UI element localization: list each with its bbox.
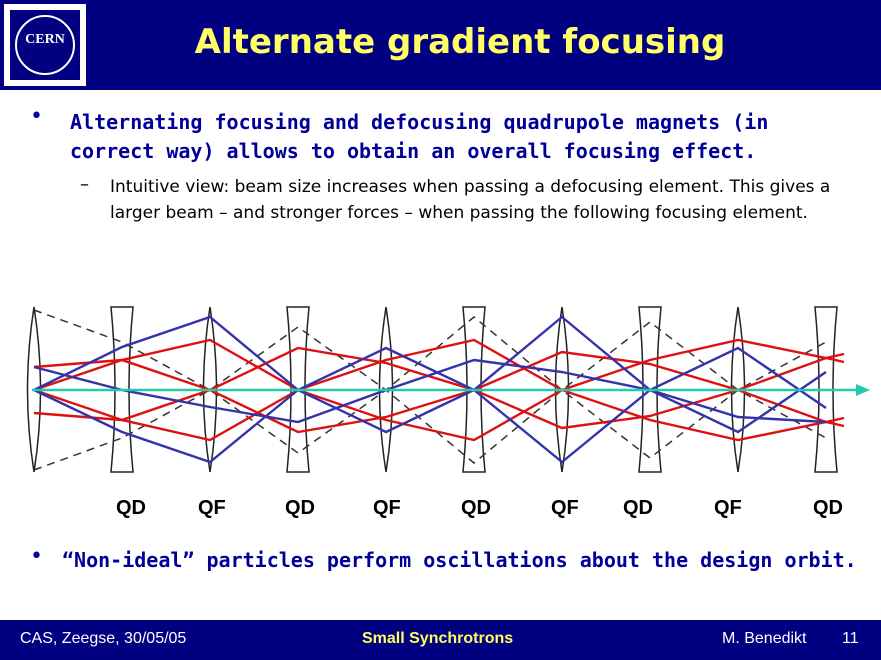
logo-text: CERN xyxy=(25,32,65,47)
dashed-ray xyxy=(33,389,827,471)
dashed-ray xyxy=(33,309,827,391)
slide-header: CERN Alternate gradient focusing xyxy=(0,0,881,90)
quadrupole-label: QF xyxy=(198,497,226,519)
footer-event: CAS, Zeegse, 30/05/05 xyxy=(20,630,187,647)
quadrupole-label: QD xyxy=(461,497,491,519)
footer-page-number: 11 xyxy=(842,630,859,647)
quadrupole-label: QF xyxy=(551,497,579,519)
orbit-arrowhead xyxy=(856,384,870,396)
bullet-dot: • xyxy=(30,104,43,129)
red-ray-upper xyxy=(33,338,845,392)
quadrupole-label: QF xyxy=(373,497,401,519)
quadrupole-label: QD xyxy=(285,497,315,519)
blue-ray-cross xyxy=(33,358,827,424)
quadrupole-label: QD xyxy=(623,497,653,519)
bullet-dot: • xyxy=(30,544,43,569)
bullet-second-text: “Non-ideal” particles perform oscillatio… xyxy=(62,548,857,572)
sub-bullet-text: Intuitive view: beam size increases when… xyxy=(110,177,831,223)
focusing-diagram xyxy=(26,306,870,473)
blue-ray-lower xyxy=(33,346,827,464)
red-ray-lower xyxy=(33,388,845,442)
quadrupole-label: QD xyxy=(116,497,146,519)
dashed-rays xyxy=(33,309,827,471)
blue-ray-upper xyxy=(33,315,827,434)
sub-bullet-dash: – xyxy=(80,174,89,195)
footer-author: M. Benedikt xyxy=(722,630,807,647)
beam-rays xyxy=(33,315,845,464)
cern-logo: CERN xyxy=(4,4,86,86)
quadrupole-label: QF xyxy=(714,497,742,519)
design-orbit xyxy=(32,384,870,396)
quadrupole-label: QD xyxy=(813,497,843,519)
slide-footer: CAS, Zeegse, 30/05/05 Small Synchrotrons… xyxy=(0,620,881,660)
slide-title: Alternate gradient focusing xyxy=(194,22,726,62)
bullet-main-text: Alternating focusing and defocusing quad… xyxy=(70,110,769,163)
footer-talk-title: Small Synchrotrons xyxy=(362,630,514,647)
